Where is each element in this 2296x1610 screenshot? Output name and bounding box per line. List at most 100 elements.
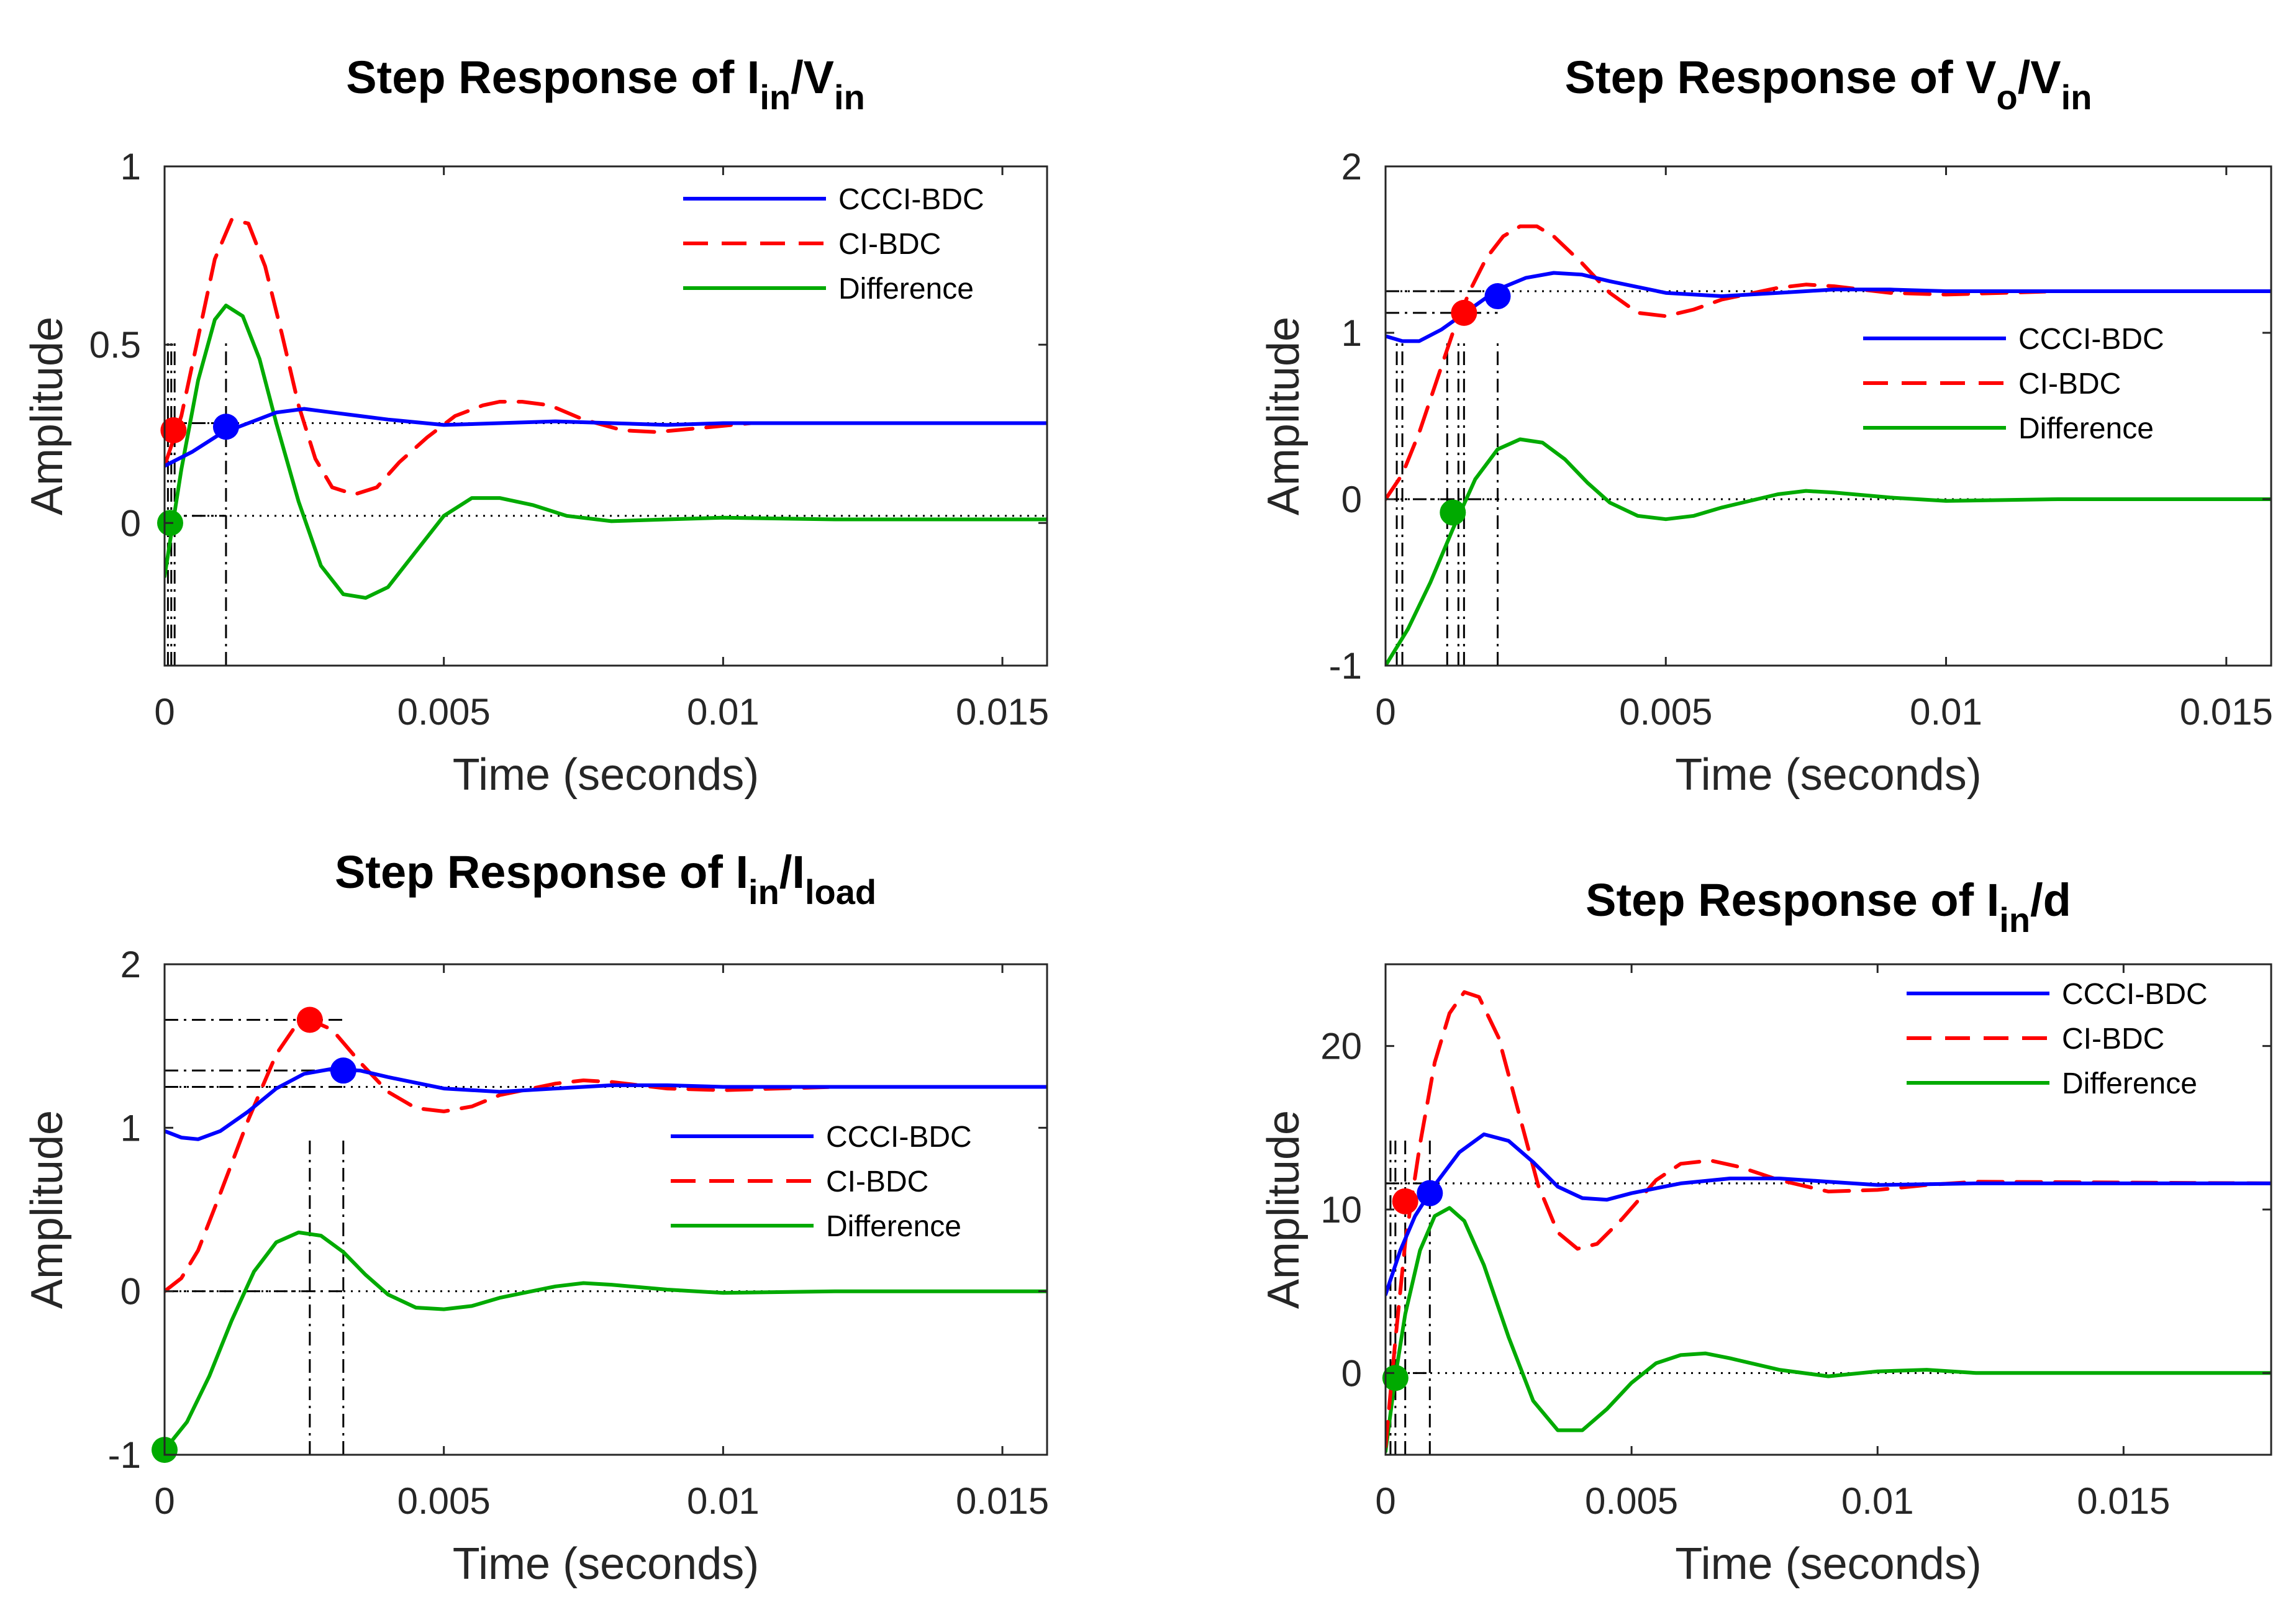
title-separator: /d — [2030, 874, 2071, 926]
y-tick-label: 0.5 — [89, 324, 141, 366]
data-layer — [1386, 224, 2271, 666]
title-subscript-2: in — [834, 78, 865, 117]
y-axis-label: Amplitude — [1259, 317, 1309, 515]
x-tick-label: 0.01 — [1841, 1480, 1914, 1522]
legend-label: CI-BDC — [2062, 1023, 2164, 1056]
marker-ci-bdc — [160, 417, 187, 443]
y-tick-label: 2 — [120, 944, 141, 985]
title-separator: /I — [779, 846, 805, 898]
x-tick-label: 0 — [1375, 1480, 1395, 1522]
series-line-ci-bdc — [1386, 990, 2271, 1449]
legend-label: CCCI-BDC — [838, 183, 984, 216]
title-subscript-1: in — [760, 78, 791, 117]
chart-title: Step Response of Vo/Vin — [1565, 52, 2092, 117]
marker-ci-bdc — [1451, 299, 1477, 326]
marker-ccci-bdc — [1484, 283, 1511, 310]
y-axis-label: Amplitude — [1259, 1110, 1309, 1309]
x-tick-label: 0.015 — [2180, 691, 2273, 733]
y-tick-label: 0 — [1341, 1352, 1362, 1394]
y-tick-label: 0 — [1341, 479, 1362, 520]
chart-panel-2: Step Response of Vo/Vin 0 0.005 0.01 0.015 -1… — [1259, 52, 2273, 800]
title-subscript-2: load — [805, 872, 876, 911]
data-layer — [1386, 990, 2271, 1455]
series-line-difference — [165, 1230, 1047, 1452]
x-tick-label: 0.01 — [1910, 691, 1982, 733]
marker-ci-bdc — [1392, 1188, 1418, 1214]
x-tick-label: 0 — [154, 1480, 175, 1522]
legend-label: CCCI-BDC — [2018, 323, 2164, 356]
y-axis-label: Amplitude — [22, 1110, 72, 1309]
x-tick-label: 0.01 — [687, 691, 760, 733]
marker-difference — [1382, 1365, 1409, 1391]
x-tick-label: 0 — [154, 691, 175, 733]
y-tick-label: 2 — [1341, 146, 1362, 188]
series-line-ci-bdc — [165, 218, 1047, 497]
marker-ci-bdc — [296, 1006, 323, 1033]
x-tick-label: 0.005 — [1585, 1480, 1678, 1522]
chart-title: Step Response of Iin/Vin — [346, 52, 865, 117]
x-tick-label: 0.015 — [2077, 1480, 2170, 1522]
y-tick-label: -1 — [108, 1434, 141, 1476]
chart-title: Step Response of Iin/d — [1586, 874, 2071, 939]
series-line-ccci-bdc — [165, 1067, 1047, 1141]
axes-box — [163, 963, 1048, 1456]
title-separator: /V — [2018, 52, 2061, 103]
title-main: Step Response of I — [346, 52, 760, 103]
x-axis-label: Time (seconds) — [453, 750, 759, 800]
marker-ccci-bdc — [1417, 1180, 1443, 1206]
data-layer — [165, 1018, 1047, 1455]
legend-label: CI-BDC — [2018, 368, 2121, 400]
legend: CCCI-BDC CI-BDC Difference — [683, 183, 984, 305]
y-tick-label: 20 — [1320, 1026, 1362, 1067]
legend-label: Difference — [838, 273, 974, 305]
marker-ccci-bdc — [212, 414, 239, 440]
x-tick-label: 0.005 — [397, 1480, 491, 1522]
series-line-ccci-bdc — [1386, 271, 2271, 343]
series-line-ci-bdc — [165, 1018, 1047, 1293]
plot-area — [165, 166, 1047, 666]
legend-label: CI-BDC — [838, 228, 941, 261]
marker-ccci-bdc — [330, 1057, 356, 1084]
title-subscript-1: in — [1999, 900, 2030, 939]
x-tick-label: 0.005 — [397, 691, 491, 733]
legend: CCCI-BDC CI-BDC Difference — [671, 1121, 972, 1243]
chart-panel-4: Step Response of Iin/d 0 0.005 0.01 0.015 0 10… — [1259, 874, 2272, 1589]
title-subscript-1: o — [1997, 78, 2018, 117]
legend-label: CI-BDC — [826, 1165, 928, 1198]
y-tick-label: 1 — [120, 1107, 141, 1149]
x-tick-label: 0.015 — [956, 1480, 1049, 1522]
x-tick-label: 0 — [1375, 691, 1395, 733]
y-tick-label: 0 — [120, 502, 141, 544]
x-axis-label: Time (seconds) — [453, 1539, 759, 1589]
chart-title: Step Response of Iin/Iload — [335, 846, 876, 911]
chart-panel-3: Step Response of Iin/Iload 0 0.005 0.01 0.01… — [22, 846, 1049, 1589]
plot-area — [1386, 166, 2271, 666]
plot-area — [165, 964, 1047, 1455]
title-main: Step Response of V — [1565, 52, 1997, 103]
legend-label: Difference — [826, 1210, 961, 1243]
title-subscript-1: in — [748, 872, 779, 911]
x-axis-label: Time (seconds) — [1675, 750, 1981, 800]
series-line-ci-bdc — [1386, 224, 2271, 501]
legend-label: CCCI-BDC — [2062, 978, 2208, 1011]
legend-label: CCCI-BDC — [826, 1121, 972, 1154]
y-tick-label: 1 — [120, 146, 141, 188]
x-axis-label: Time (seconds) — [1675, 1539, 1981, 1589]
y-tick-label: 1 — [1341, 312, 1362, 354]
title-subscript-2: in — [2061, 78, 2092, 117]
series-line-difference — [1386, 437, 2271, 666]
data-layer — [165, 218, 1047, 666]
axes-box — [163, 165, 1048, 667]
legend: CCCI-BDC CI-BDC Difference — [1907, 978, 2208, 1100]
title-separator: /V — [791, 52, 834, 103]
title-main: Step Response of I — [335, 846, 748, 898]
axes-box — [1384, 165, 2272, 667]
x-tick-label: 0.005 — [1619, 691, 1712, 733]
legend-label: Difference — [2062, 1067, 2197, 1100]
y-tick-label: 10 — [1320, 1189, 1362, 1231]
legend: CCCI-BDC CI-BDC Difference — [1863, 323, 2164, 445]
y-tick-label: 0 — [120, 1271, 141, 1313]
y-axis-label: Amplitude — [22, 317, 72, 515]
